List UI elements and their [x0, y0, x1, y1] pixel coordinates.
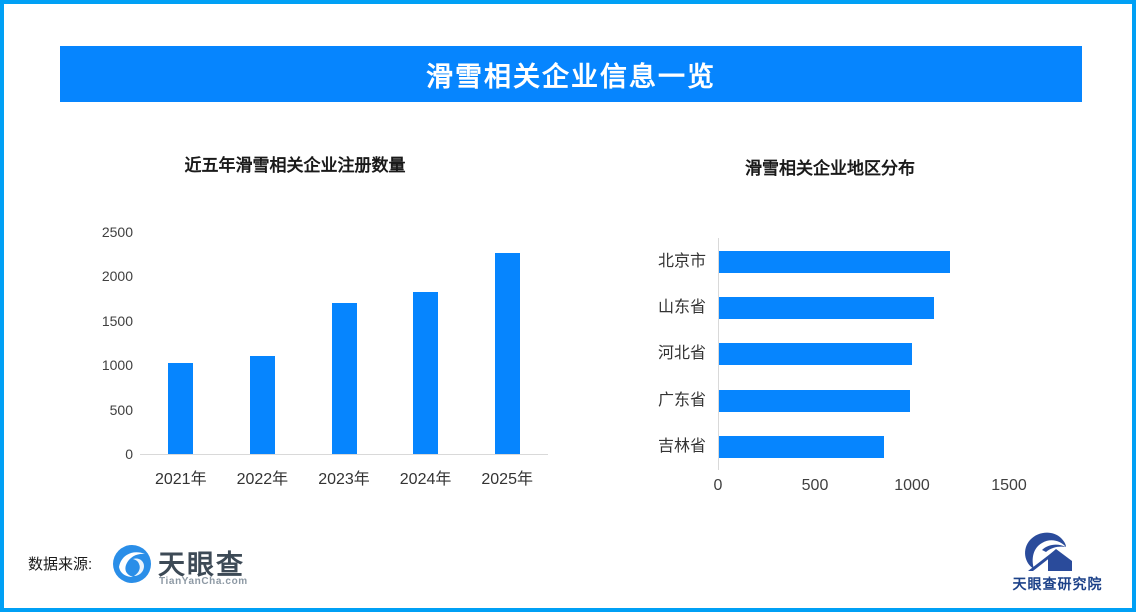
registration-bar-2021年 [168, 362, 194, 454]
left-chart-ytick: 1500 [101, 312, 133, 329]
registration-bar-2024年 [413, 292, 439, 454]
region-bar-北京市 [719, 251, 950, 273]
region-bar-山东省 [719, 297, 935, 320]
left-chart-xlabel: 2023年 [318, 471, 370, 488]
registration-bar-2025年 [494, 253, 520, 454]
left-chart-xlabel: 2024年 [399, 471, 452, 488]
left-chart-xlabel: 2021年 [154, 471, 207, 488]
region-label: 北京市 [657, 253, 706, 270]
right-chart-xtick: 1500 [991, 477, 1027, 494]
tianyancha-logo-text: 天眼查 [158, 550, 245, 580]
left-chart-ytick: 2500 [101, 224, 133, 240]
page-title: 滑雪相关企业信息一览 [426, 61, 716, 92]
registration-bar-2022年 [249, 356, 275, 454]
right-chart-xtick: 0 [713, 477, 723, 494]
left-chart-x-axis [140, 454, 548, 455]
left-chart-ytick: 0 [125, 446, 133, 462]
right-chart-xtick: 1000 [894, 477, 930, 494]
research-institute-logo-icon [1020, 529, 1084, 578]
region-label: 山东省 [657, 299, 706, 317]
banner: 滑雪相关企业信息一览 [60, 46, 1082, 102]
right-chart-y-axis [718, 238, 719, 470]
region-label: 河北省 [657, 345, 706, 363]
region-bar-吉林省 [719, 435, 884, 458]
left-chart-ytick: 500 [109, 401, 133, 418]
region-label: 吉林省 [657, 437, 706, 455]
data-source-label: 数据来源: [28, 556, 93, 573]
right-chart-title: 滑雪相关企业地区分布 [745, 159, 915, 178]
registration-bar-2023年 [331, 303, 357, 454]
left-chart-ytick: 2000 [101, 268, 133, 285]
tianyancha-logo-icon [113, 545, 151, 588]
left-chart-title: 近五年滑雪相关企业注册数量 [184, 156, 406, 175]
region-bar-广东省 [719, 389, 911, 412]
left-chart-ytick: 1000 [101, 357, 133, 374]
right-chart-xtick: 500 [801, 477, 829, 494]
region-label: 广东省 [657, 391, 706, 409]
left-chart-xlabel: 2022年 [236, 471, 289, 488]
research-institute-logo-text: 天眼查研究院 [1012, 576, 1103, 592]
tianyancha-logo-domain: TianYanCha.com [159, 576, 248, 587]
region-bar-河北省 [719, 343, 913, 366]
left-chart-xlabel: 2025年 [481, 471, 533, 488]
